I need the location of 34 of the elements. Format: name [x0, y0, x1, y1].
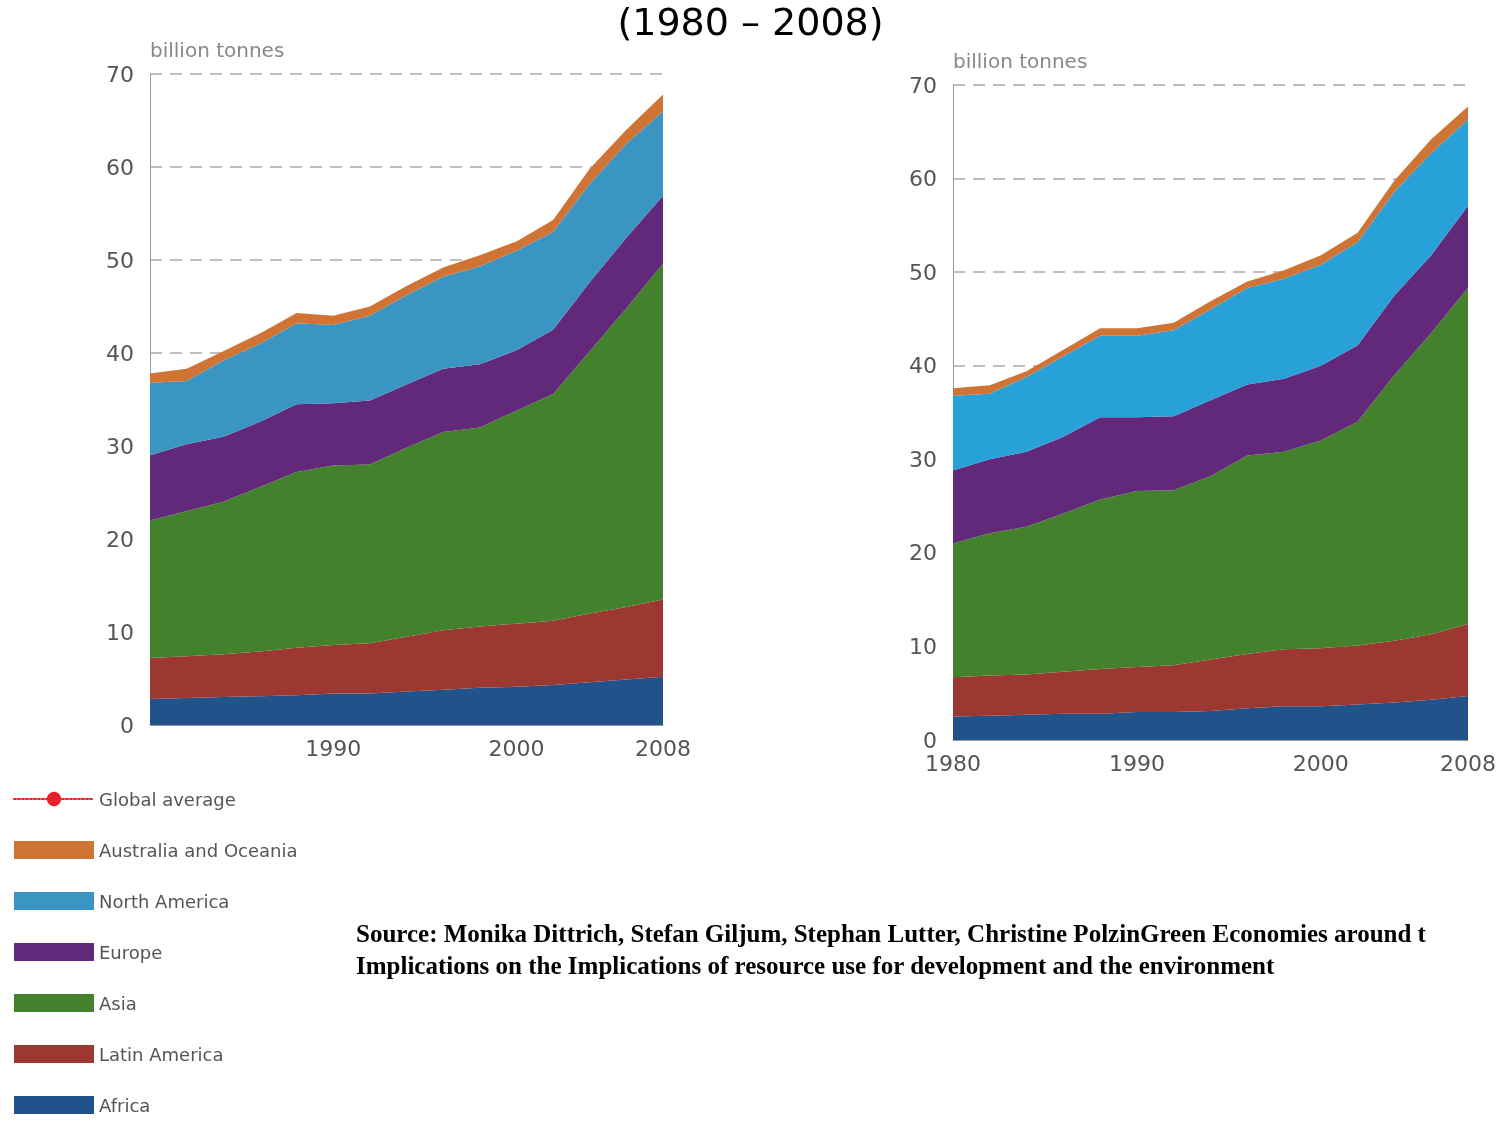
y-tick-label: 50: [909, 259, 937, 285]
y-tick-label: 0: [923, 727, 937, 753]
y-axis-title: billion tonnes: [150, 38, 285, 62]
text: (1980 – 2008): [617, 0, 884, 44]
y-tick-label: 0: [120, 712, 134, 738]
y-tick-label: 30: [909, 446, 937, 472]
x-tick-label: 2008: [635, 735, 691, 761]
legend-label: Europe: [99, 941, 163, 963]
y-tick-label: 50: [106, 247, 134, 273]
x-tick-label: 2008: [1440, 750, 1496, 776]
y-axis-title: billion tonnes: [953, 49, 1088, 73]
y-tick-label: 70: [106, 61, 134, 87]
x-tick-label: 2000: [1292, 750, 1349, 776]
x-tick-label: 1980: [925, 750, 981, 776]
y-tick-label: 60: [106, 154, 134, 180]
y-tick-label: 40: [106, 340, 134, 366]
y-tick-label: 70: [909, 72, 937, 98]
x-tick-label: 2000: [488, 735, 545, 761]
x-tick-label: 1990: [1108, 750, 1165, 776]
legend-label: Global average: [99, 788, 236, 810]
y-tick-label: 20: [106, 526, 134, 552]
y-tick-label: 40: [909, 353, 937, 379]
legend-label: Asia: [99, 992, 137, 1014]
y-tick-label: 10: [909, 633, 937, 659]
y-tick-label: 30: [106, 433, 134, 459]
source-note: Source: Monika Dittrich, Stefan Giljum, Stephan Lutter, Christine PolzinGreen Economies around t Implications on the Implications of resource use for development and the environment: [356, 919, 1427, 981]
legend-label: North America: [99, 890, 230, 912]
y-tick-label: 60: [909, 166, 937, 192]
legend-label: Latin America: [99, 1043, 224, 1065]
y-tick-label: 20: [909, 540, 937, 566]
legend-label: Australia and Oceania: [99, 839, 298, 861]
x-tick-label: 1990: [305, 735, 362, 761]
legend-label: Africa: [99, 1094, 151, 1116]
y-tick-label: 10: [106, 619, 134, 645]
